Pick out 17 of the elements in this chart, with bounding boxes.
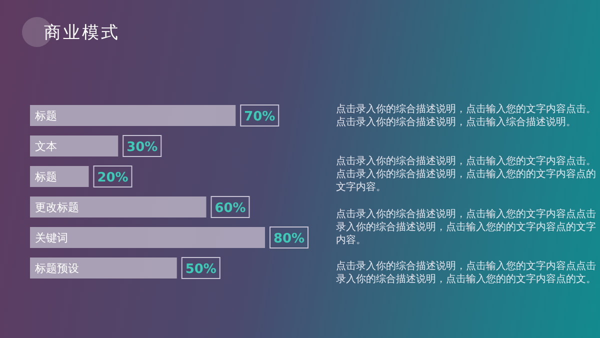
data-label: 60% xyxy=(214,201,246,216)
y-tick-label: 文本 xyxy=(35,140,57,153)
data-label: 50% xyxy=(185,262,216,277)
y-tick-label: 标题 xyxy=(34,110,57,122)
y-tick-label: 关键词 xyxy=(35,232,68,244)
text: 点击录入你的综合描述说明，点击输入您的文字内容点点击录入你的综合描述说明，点击输入您的的文字内容点的文。 xyxy=(336,260,597,286)
chart-title: 商业模式 xyxy=(44,23,120,43)
text: 点击录入你的综合描述说明，点击输入您的文字内容点点击录入你的综合描述说明，点击输入您的的文字内容点的文字内容。 xyxy=(336,208,597,247)
y-tick-label: 标题预设 xyxy=(34,262,79,275)
y-tick-label: 标题 xyxy=(34,170,57,184)
text: 点击录入你的综合描述说明，点击输入您的文字内容点击。点击录入你的综合描述说明，点击输入综合描述说明。 xyxy=(336,103,597,129)
data-label: 80% xyxy=(273,232,305,246)
text: 点击录入你的综合描述说明，点击输入您的文字内容点击。点击录入你的综合描述说明，点击输入您的的文字内容点的文字内容。 xyxy=(336,155,597,194)
y-tick-label: 更改标题 xyxy=(35,201,79,214)
data-label: 30% xyxy=(126,140,158,155)
data-label: 70% xyxy=(244,110,276,124)
data-label: 20% xyxy=(97,170,128,186)
